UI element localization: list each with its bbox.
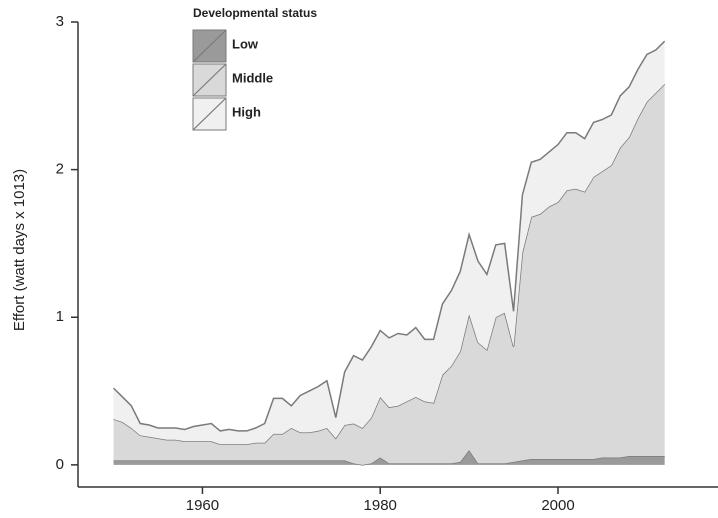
legend-label: Middle xyxy=(232,70,273,85)
y-axis-label: Effort (watt days x 1013) xyxy=(11,169,28,331)
y-tick-label: 2 xyxy=(56,161,64,178)
legend-swatch-line xyxy=(192,97,227,131)
legend-swatch-line xyxy=(192,63,227,97)
legend-title: Developmental status xyxy=(193,6,317,20)
legend-swatch-line xyxy=(192,29,227,63)
x-tick-label: 2000 xyxy=(541,497,574,514)
area xyxy=(113,84,665,465)
legend-label: High xyxy=(232,104,261,119)
y-tick-label: 3 xyxy=(56,13,64,30)
area-edge xyxy=(113,40,666,432)
x-tick-label: 1980 xyxy=(364,497,397,514)
area xyxy=(113,41,665,445)
x-tick-label: 1960 xyxy=(186,497,219,514)
y-tick-label: 1 xyxy=(56,308,64,325)
legend-label: Low xyxy=(232,36,259,51)
y-tick-label: 0 xyxy=(56,456,64,473)
